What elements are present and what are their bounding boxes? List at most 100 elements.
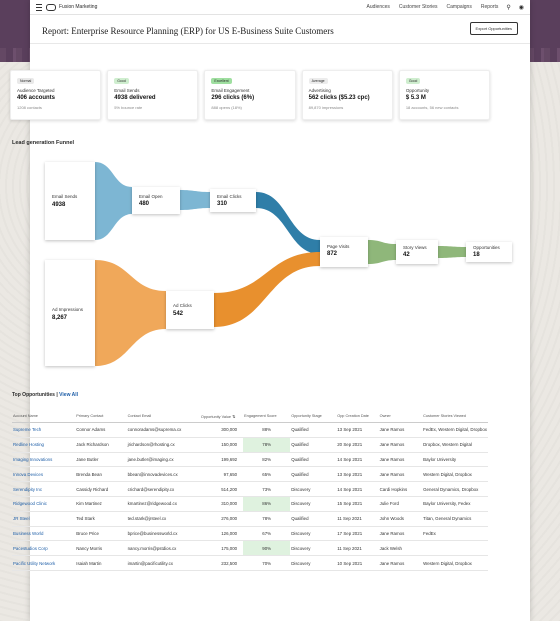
flow-stories-to-opportunities	[438, 246, 466, 258]
kpi-label: Opportunity	[405, 88, 430, 93]
table-row[interactable]: Business World Bruce Price bprice@business…	[12, 526, 488, 542]
cell-account-name[interactable]: Innova Devices	[12, 466, 76, 483]
cell-creation-date: 15 Sep 2021	[336, 496, 379, 512]
cell-account-name[interactable]: Business World	[12, 526, 76, 542]
table-row[interactable]: Pacific Utility Network Isaiah Martin imar…	[12, 555, 488, 571]
cell-primary-contact: Connor Adams	[75, 422, 127, 438]
cell-account-name[interactable]: Ridgewood Clinic	[12, 496, 76, 512]
cell-opportunity-stage: Discovery	[290, 526, 337, 542]
kpi-card-opportunity[interactable]: Good Opportunity $ 5.3 M 18 accounts, 56…	[398, 70, 491, 120]
node-label: Email Clicks	[217, 194, 242, 199]
page-title: Report: Enterprise Resource Planning (ER…	[42, 26, 334, 36]
kpi-subtext: 18 accounts, 56 new contacts	[405, 105, 459, 110]
funnel-node-email-clicks[interactable]: Email Clicks 310	[210, 189, 256, 212]
table-row[interactable]: JR Steel Ted Stark ted.stark@jrsteel.cx 276…	[12, 511, 488, 527]
cell-opportunity-value: 232,500	[199, 555, 244, 571]
table-row[interactable]: Serendipity Inc Cassidy Richard crichard@s…	[12, 481, 488, 497]
funnel-node-ad-impressions[interactable]: Ad Impressions 8,267	[45, 260, 95, 366]
col-account-name[interactable]: Account Name	[12, 410, 76, 423]
funnel-node-story-views[interactable]: Story Views 42	[396, 240, 438, 264]
cell-account-name[interactable]: Pacestudios Corp	[12, 540, 76, 557]
col-opportunity-value[interactable]: Opportunity Value ⇅	[199, 410, 244, 423]
search-icon[interactable]: ⚲	[506, 4, 511, 11]
col-opportunity-stage[interactable]: Opportunity Stage	[290, 410, 337, 423]
cell-stories-viewed	[422, 540, 488, 557]
kpi-card-email-engagement[interactable]: Excellent Email Engagement 296 clicks (6…	[204, 70, 296, 120]
nav-link-reports[interactable]: Reports	[480, 4, 499, 10]
funnel-node-ad-clicks[interactable]: Ad Clicks 542	[166, 291, 214, 329]
cell-account-name[interactable]: JR Steel	[12, 511, 76, 527]
cell-stories-viewed: General Dynamics, Dropbox	[422, 481, 488, 497]
kpi-card-advertising[interactable]: Average Advertising 562 clicks ($5.23 cp…	[301, 70, 393, 120]
funnel-node-email-sends[interactable]: Email Sends 4938	[45, 162, 95, 240]
cell-stories-viewed: FedEx, Western Digital, Dropbox	[422, 422, 488, 438]
cell-creation-date: 10 Sep 2021	[336, 555, 379, 571]
app-brand: Fusion Marketing	[59, 4, 98, 10]
cell-engagement-score: 90%	[243, 540, 291, 557]
cell-creation-date: 11 Sep 2021	[336, 511, 379, 527]
cell-owner: John Woods	[378, 511, 423, 527]
cell-owner: Jack Welsh	[378, 540, 423, 557]
cell-account-name[interactable]: Pacific Utility Network	[12, 555, 76, 571]
cell-account-name[interactable]: Supreme Tech	[12, 422, 76, 438]
kpi-card-audience[interactable]: Normal Audience Targeted 406 accounts 12…	[10, 70, 102, 120]
cell-creation-date: 14 Sep 2021	[336, 452, 379, 468]
cell-contact-email: connoradams@suprema.cx	[126, 422, 200, 438]
cell-owner: Cardi Hopkins	[378, 481, 423, 497]
cell-contact-email: jrichardson@rhosting.cx	[126, 437, 200, 453]
cell-contact-email: ted.stark@jrsteel.cx	[126, 511, 200, 527]
table-row[interactable]: Innova Devices Brenda Bean bbean@innovadev…	[12, 466, 488, 483]
col-engagement-score[interactable]: Engagement Score	[243, 410, 291, 423]
cell-account-name[interactable]: Redline Hosting	[12, 437, 76, 453]
table-row[interactable]: Pacestudios Corp Nancy Morris nancy.morris…	[12, 540, 488, 557]
col-contact-email[interactable]: Contact Email	[126, 410, 200, 423]
opportunities-table: Account Name Primary Contact Contact Ema…	[12, 410, 488, 571]
menu-icon[interactable]	[36, 3, 42, 11]
cell-stories-viewed: Western Digital, Dropbox	[422, 466, 488, 483]
funnel-node-opportunities[interactable]: Opportunities 18	[466, 242, 512, 262]
kpi-label: Audience Targeted	[17, 88, 55, 93]
flow-ad-clicks-to-visits	[214, 252, 320, 327]
table-row[interactable]: Imaging Innovations Jane Butler jane.butle…	[12, 452, 488, 468]
node-value: 310	[217, 201, 228, 207]
report-header: Report: Enterprise Resource Planning (ER…	[30, 15, 530, 44]
export-opportunities-button[interactable]: Export Opportunities	[469, 22, 518, 35]
node-value: 480	[139, 201, 150, 207]
status-badge: Good	[114, 78, 129, 84]
funnel-node-page-visits[interactable]: Page Visits 872	[320, 237, 368, 267]
cell-primary-contact: Isaiah Martin	[75, 555, 127, 571]
nav-link-customer-stories[interactable]: Customer Stories	[398, 4, 438, 10]
col-creation-date[interactable]: Opp Creation Date	[336, 410, 379, 423]
cell-stories-viewed: Baylor University, Fedex	[422, 496, 488, 512]
cell-owner: Jane Ramos	[378, 555, 423, 571]
cell-primary-contact: Ted Stark	[75, 511, 127, 527]
kpi-value: 406 accounts	[17, 95, 56, 101]
table-row[interactable]: Ridgewood Clinic Kim Martinez kmartinez@ri…	[12, 496, 488, 512]
node-label: Ad Impressions	[52, 307, 84, 312]
view-all-link[interactable]: View All	[59, 392, 79, 398]
cell-owner: Jane Ramos	[378, 437, 423, 453]
node-label: Story Views	[403, 245, 427, 250]
kpi-card-email-sends[interactable]: Good Email Sends 4938 delivered 5% bounc…	[107, 70, 199, 120]
cell-stories-viewed: Titan, General Dynamics	[422, 511, 488, 527]
col-primary-contact[interactable]: Primary Contact	[75, 410, 127, 423]
nav-link-campaigns[interactable]: Campaigns	[446, 4, 472, 10]
node-label: Opportunities	[473, 245, 500, 250]
cell-opportunity-value: 175,000	[199, 540, 244, 557]
status-badge: Normal	[17, 78, 35, 84]
col-stories-viewed[interactable]: Customer Stories Viewed	[422, 410, 488, 423]
user-icon[interactable]: ◉	[518, 4, 524, 11]
col-owner[interactable]: Owner	[378, 410, 423, 423]
table-row[interactable]: Redline Hosting Jack Richardson jrichardso…	[12, 437, 488, 453]
sort-icon[interactable]: ⇅	[232, 414, 236, 419]
table-row[interactable]: Supreme Tech Connor Adams connoradams@supr…	[12, 422, 488, 438]
nav-links: Audiences Customer Stories Campaigns Rep…	[367, 4, 499, 10]
cell-account-name[interactable]: Serendipity Inc	[12, 481, 76, 497]
cell-opportunity-stage: Discovery	[290, 540, 337, 557]
nav-link-audiences[interactable]: Audiences	[366, 4, 390, 10]
cell-account-name[interactable]: Imaging Innovations	[12, 452, 76, 468]
node-value: 542	[173, 311, 184, 317]
cell-primary-contact: Jane Butler	[75, 452, 127, 468]
funnel-node-email-open[interactable]: Email Open 480	[132, 187, 180, 214]
cell-primary-contact: Brenda Bean	[75, 466, 127, 483]
